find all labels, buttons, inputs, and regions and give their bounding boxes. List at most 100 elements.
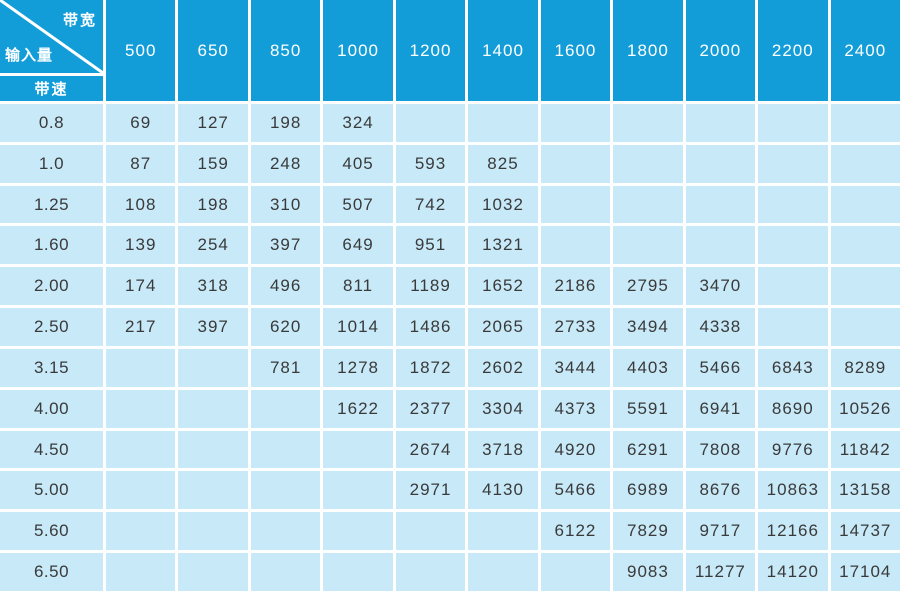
value-cell-0.8-1000: 324: [323, 104, 393, 142]
value-cell-4.50-2400: 11842: [830, 430, 900, 469]
value-cell-5.60-850: [250, 512, 321, 551]
value-cell-2.00-2200: [758, 267, 828, 306]
value-cell-1.25-1400: 1032: [468, 185, 538, 224]
value-cell-0.8-2000: [685, 104, 756, 142]
value-cell-1.60-2200: [758, 226, 828, 265]
value-cell-5.60-1400: [468, 512, 538, 551]
value-cell-1.60-850: 397: [250, 226, 321, 265]
value-cell-5.60-1800: 7829: [613, 512, 683, 551]
diagonal-line: [0, 0, 103, 73]
row-header-4.00: 4.00: [0, 389, 103, 428]
value-cell-6.50-500: [106, 553, 176, 591]
value-cell-2.50-1400: 2065: [468, 308, 538, 346]
value-cell-3.15-650: [178, 348, 248, 387]
value-cell-5.00-1200: 2971: [395, 471, 466, 510]
row-header-0.8: 0.8: [0, 104, 103, 142]
value-cell-2.00-850: 496: [250, 267, 321, 306]
value-cell-1.60-1000: 649: [323, 226, 393, 265]
corner-label-input-amount: 输入量: [5, 47, 54, 64]
value-cell-5.60-2000: 9717: [685, 512, 756, 551]
row-header-1.25: 1.25: [0, 185, 103, 224]
value-cell-3.15-2000: 5466: [685, 348, 756, 387]
value-cell-5.00-1600: 5466: [540, 471, 611, 510]
value-cell-0.8-2400: [830, 104, 900, 142]
value-cell-1.25-1000: 507: [323, 185, 393, 224]
value-cell-1.60-1600: [540, 226, 611, 265]
value-cell-5.00-2000: 8676: [685, 471, 756, 510]
corner-label-belt-width: 带宽: [62, 12, 97, 29]
value-cell-5.00-2400: 13158: [830, 471, 900, 510]
value-cell-4.50-1600: 4920: [540, 430, 611, 469]
value-cell-5.00-500: [106, 471, 176, 510]
value-cell-1.60-1400: 1321: [468, 226, 538, 265]
value-cell-1.0-1400: 825: [468, 144, 538, 183]
value-cell-0.8-1200: [395, 104, 466, 142]
value-cell-1.60-650: 254: [178, 226, 248, 265]
value-cell-6.50-850: [250, 553, 321, 591]
value-cell-1.60-2400: [830, 226, 900, 265]
value-cell-5.60-1200: [395, 512, 466, 551]
value-cell-6.50-1200: [395, 553, 466, 591]
value-cell-6.50-650: [178, 553, 248, 591]
value-cell-1.25-2400: [830, 185, 900, 224]
value-cell-0.8-650: 127: [178, 104, 248, 142]
value-cell-0.8-2200: [758, 104, 828, 142]
value-cell-3.15-1400: 2602: [468, 348, 538, 387]
row-header-3.15: 3.15: [0, 348, 103, 387]
value-cell-3.15-2200: 6843: [758, 348, 828, 387]
value-cell-1.60-1200: 951: [395, 226, 466, 265]
value-cell-2.00-1800: 2795: [613, 267, 683, 306]
value-cell-3.15-1000: 1278: [323, 348, 393, 387]
value-cell-4.00-1000: 1622: [323, 389, 393, 428]
value-cell-4.00-2200: 8690: [758, 389, 828, 428]
value-cell-5.00-1800: 6989: [613, 471, 683, 510]
value-cell-1.25-1600: [540, 185, 611, 224]
column-header-1000: 1000: [323, 0, 393, 101]
value-cell-1.0-1000: 405: [323, 144, 393, 183]
value-cell-1.25-1800: [613, 185, 683, 224]
value-cell-5.00-650: [178, 471, 248, 510]
value-cell-1.60-500: 139: [106, 226, 176, 265]
value-cell-2.00-2000: 3470: [685, 267, 756, 306]
value-cell-4.00-1200: 2377: [395, 389, 466, 428]
value-cell-5.60-650: [178, 512, 248, 551]
value-cell-6.50-1000: [323, 553, 393, 591]
value-cell-0.8-1400: [468, 104, 538, 142]
value-cell-4.50-1200: 2674: [395, 430, 466, 469]
value-cell-1.25-650: 198: [178, 185, 248, 224]
value-cell-5.60-2400: 14737: [830, 512, 900, 551]
row-header-2.50: 2.50: [0, 308, 103, 346]
value-cell-1.0-500: 87: [106, 144, 176, 183]
value-cell-6.50-1600: [540, 553, 611, 591]
value-cell-2.50-1000: 1014: [323, 308, 393, 346]
value-cell-3.15-500: [106, 348, 176, 387]
value-cell-0.8-850: 198: [250, 104, 321, 142]
value-cell-4.50-1800: 6291: [613, 430, 683, 469]
value-cell-2.50-2400: [830, 308, 900, 346]
value-cell-3.15-1600: 3444: [540, 348, 611, 387]
value-cell-1.0-2400: [830, 144, 900, 183]
value-cell-1.0-850: 248: [250, 144, 321, 183]
value-cell-6.50-2400: 17104: [830, 553, 900, 591]
value-cell-2.00-2400: [830, 267, 900, 306]
value-cell-2.00-1000: 811: [323, 267, 393, 306]
value-cell-1.25-2000: [685, 185, 756, 224]
value-cell-4.00-1400: 3304: [468, 389, 538, 428]
value-cell-1.0-2200: [758, 144, 828, 183]
value-cell-1.25-850: 310: [250, 185, 321, 224]
value-cell-6.50-1800: 9083: [613, 553, 683, 591]
value-cell-2.00-650: 318: [178, 267, 248, 306]
row-header-5.60: 5.60: [0, 512, 103, 551]
value-cell-1.0-1600: [540, 144, 611, 183]
value-cell-2.00-1200: 1189: [395, 267, 466, 306]
value-cell-2.00-1400: 1652: [468, 267, 538, 306]
value-cell-1.25-500: 108: [106, 185, 176, 224]
row-header-1.60: 1.60: [0, 226, 103, 265]
value-cell-0.8-1600: [540, 104, 611, 142]
row-header-4.50: 4.50: [0, 430, 103, 469]
value-cell-3.15-2400: 8289: [830, 348, 900, 387]
value-cell-5.60-2200: 12166: [758, 512, 828, 551]
value-cell-1.0-1200: 593: [395, 144, 466, 183]
value-cell-2.50-500: 217: [106, 308, 176, 346]
column-header-1200: 1200: [395, 0, 466, 101]
